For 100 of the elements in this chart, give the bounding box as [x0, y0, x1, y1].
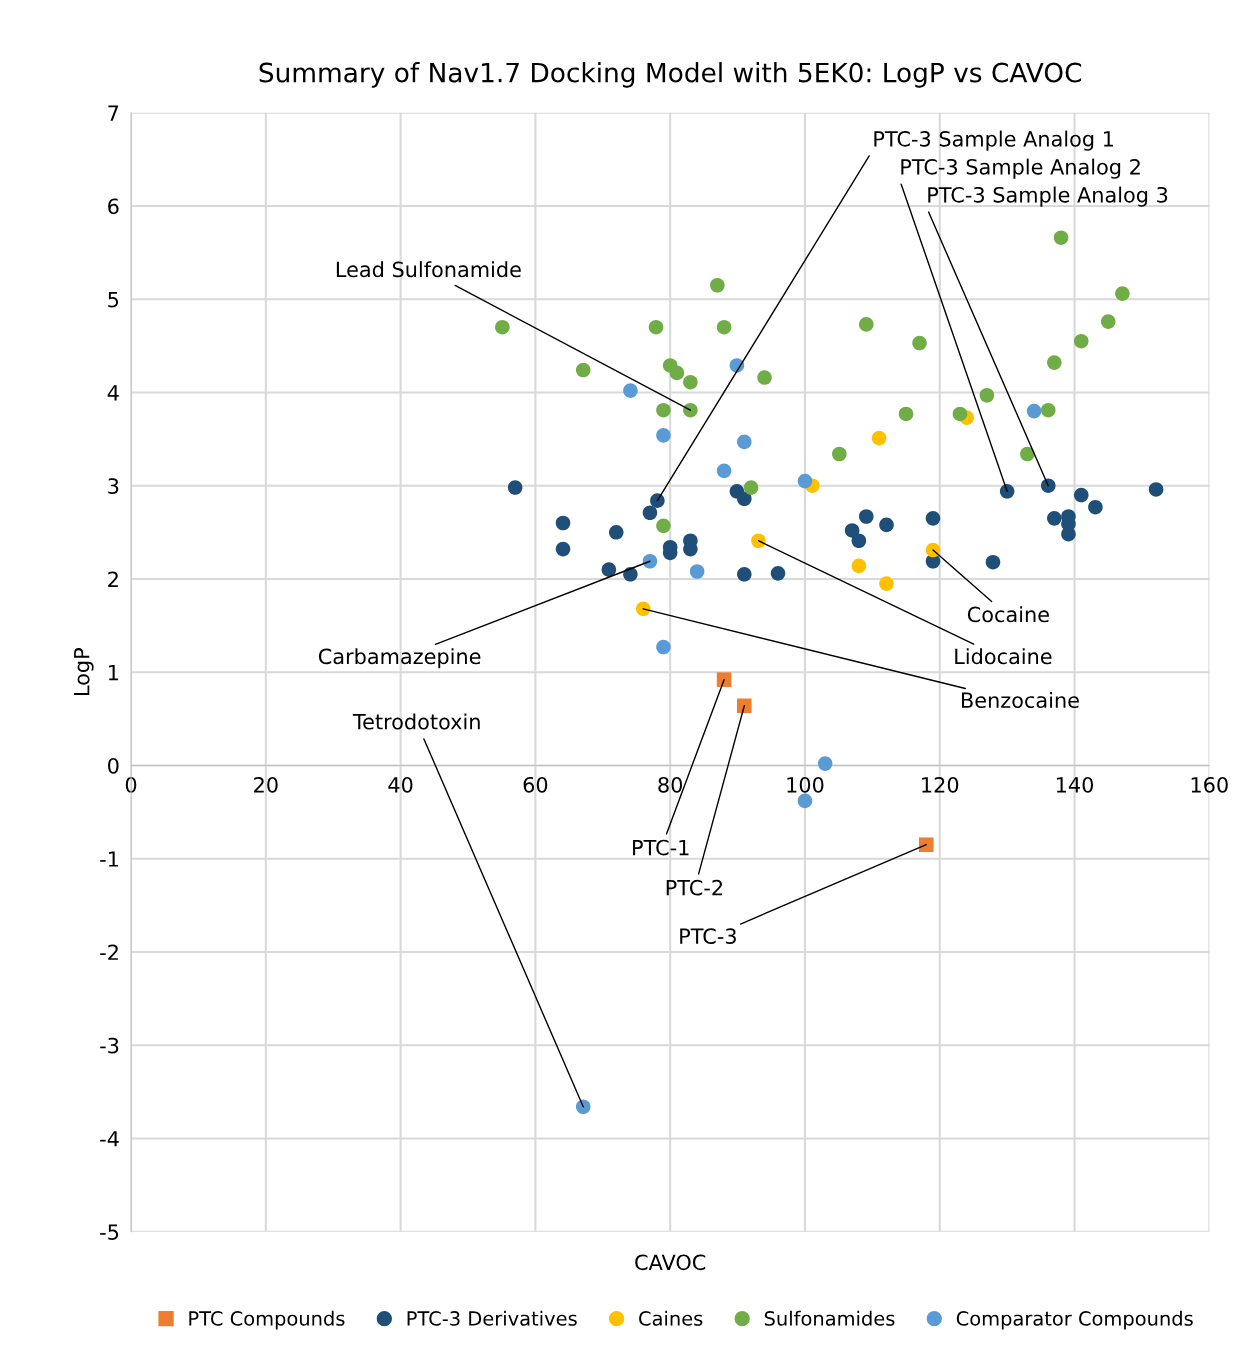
- point: [737, 491, 752, 507]
- point: [1148, 482, 1164, 497]
- point: [683, 374, 698, 390]
- point: [979, 387, 995, 403]
- legend-label: PTC Compounds: [189, 1310, 345, 1330]
- x-tick-label: 80: [658, 776, 683, 793]
- point: [635, 601, 651, 617]
- point: [737, 698, 752, 714]
- annotation: Lidocaine: [955, 648, 1052, 665]
- legend-label: Comparator Compounds: [956, 1310, 1193, 1330]
- annotation: PTC-2: [666, 879, 723, 896]
- point: [1040, 478, 1056, 493]
- point: [656, 402, 671, 418]
- x-axis-title: CAVOC: [635, 1254, 706, 1271]
- annotation: Tetrodotoxin: [352, 713, 480, 730]
- x-tick-label: 100: [787, 776, 824, 793]
- point: [1073, 487, 1089, 503]
- point: [716, 463, 732, 479]
- point: [851, 533, 867, 549]
- point: [507, 480, 523, 495]
- y-tick-label: 3: [108, 478, 119, 494]
- point: [918, 837, 934, 852]
- point: [817, 756, 833, 771]
- x-tick-label: 60: [523, 776, 548, 793]
- point: [555, 515, 571, 531]
- y-tick-label: -5: [100, 1224, 119, 1240]
- point: [844, 523, 860, 538]
- point: [871, 430, 887, 446]
- annotation: Carbamazepine: [318, 648, 481, 669]
- point: [757, 370, 772, 385]
- x-tick-label: 160: [1191, 776, 1228, 793]
- point: [716, 672, 732, 687]
- annotation: PTC-3: [680, 928, 736, 945]
- annotation: Benzocaine: [962, 691, 1079, 709]
- x-tick-label: 0: [125, 776, 137, 793]
- point: [575, 1099, 591, 1115]
- point: [555, 541, 571, 557]
- point: [601, 562, 617, 577]
- point: [608, 525, 624, 540]
- point: [1047, 355, 1062, 370]
- y-tick-label: 1: [108, 664, 119, 681]
- point: [656, 639, 671, 655]
- point: [737, 567, 752, 582]
- y-tick-label: 4: [107, 385, 119, 401]
- y-tick-label: 5: [108, 291, 119, 308]
- point: [1053, 230, 1069, 245]
- point: [859, 509, 874, 524]
- annotation: Cocaine: [967, 606, 1049, 623]
- point: [689, 564, 705, 579]
- y-axis-title: LogP: [74, 648, 94, 696]
- y-tick-label: 2: [108, 571, 118, 587]
- point: [1020, 446, 1035, 462]
- point: [642, 553, 658, 569]
- point: [770, 566, 786, 581]
- point: [656, 518, 671, 534]
- point: [683, 402, 698, 418]
- legend-label: Caines: [639, 1310, 703, 1326]
- point: [669, 365, 685, 381]
- point: [898, 406, 914, 422]
- y-tick-label: 6: [108, 198, 119, 215]
- point: [1115, 286, 1130, 301]
- point: [623, 383, 638, 398]
- chart-title: Summary of Nav1.7 Docking Model with 5EK0: LogP vs CAVOC: [259, 62, 1082, 88]
- x-tick-label: 140: [1056, 776, 1094, 793]
- legend-label: PTC-3 Derivatives: [407, 1310, 577, 1326]
- point: [985, 554, 1001, 570]
- point: [912, 335, 927, 351]
- x-tick-label: 120: [922, 776, 959, 793]
- annotation: PTC-1: [633, 839, 689, 856]
- point: [1088, 499, 1103, 515]
- point: [952, 406, 968, 422]
- point: [925, 511, 941, 526]
- point: [1100, 314, 1116, 329]
- point: [999, 484, 1015, 499]
- point: [851, 558, 867, 574]
- y-tick-label: -1: [100, 851, 119, 867]
- annotation: PTC-3 Sample Analog 3: [928, 186, 1168, 207]
- point: [879, 517, 894, 533]
- point: [648, 319, 664, 335]
- x-tick-label: 20: [254, 776, 278, 793]
- x-tick-label: 40: [388, 776, 413, 793]
- y-tick-label: -4: [100, 1131, 119, 1147]
- point: [1047, 511, 1062, 526]
- point: [495, 319, 510, 335]
- point: [925, 542, 941, 558]
- point: [859, 317, 874, 332]
- point: [832, 446, 847, 462]
- point: [1026, 403, 1042, 419]
- y-tick-label: 7: [108, 105, 119, 121]
- point: [642, 505, 658, 521]
- point: [1073, 333, 1089, 349]
- point: [575, 362, 591, 378]
- point: [797, 793, 813, 809]
- point: [737, 434, 752, 450]
- annotation: PTC-3 Sample Analog 2: [901, 158, 1140, 179]
- annotation: PTC-3 Sample Analog 1: [874, 130, 1114, 151]
- point: [656, 428, 671, 443]
- y-tick-label: -3: [100, 1037, 119, 1054]
- annotation: Lead Sulfonamide: [336, 261, 521, 278]
- point: [743, 480, 759, 495]
